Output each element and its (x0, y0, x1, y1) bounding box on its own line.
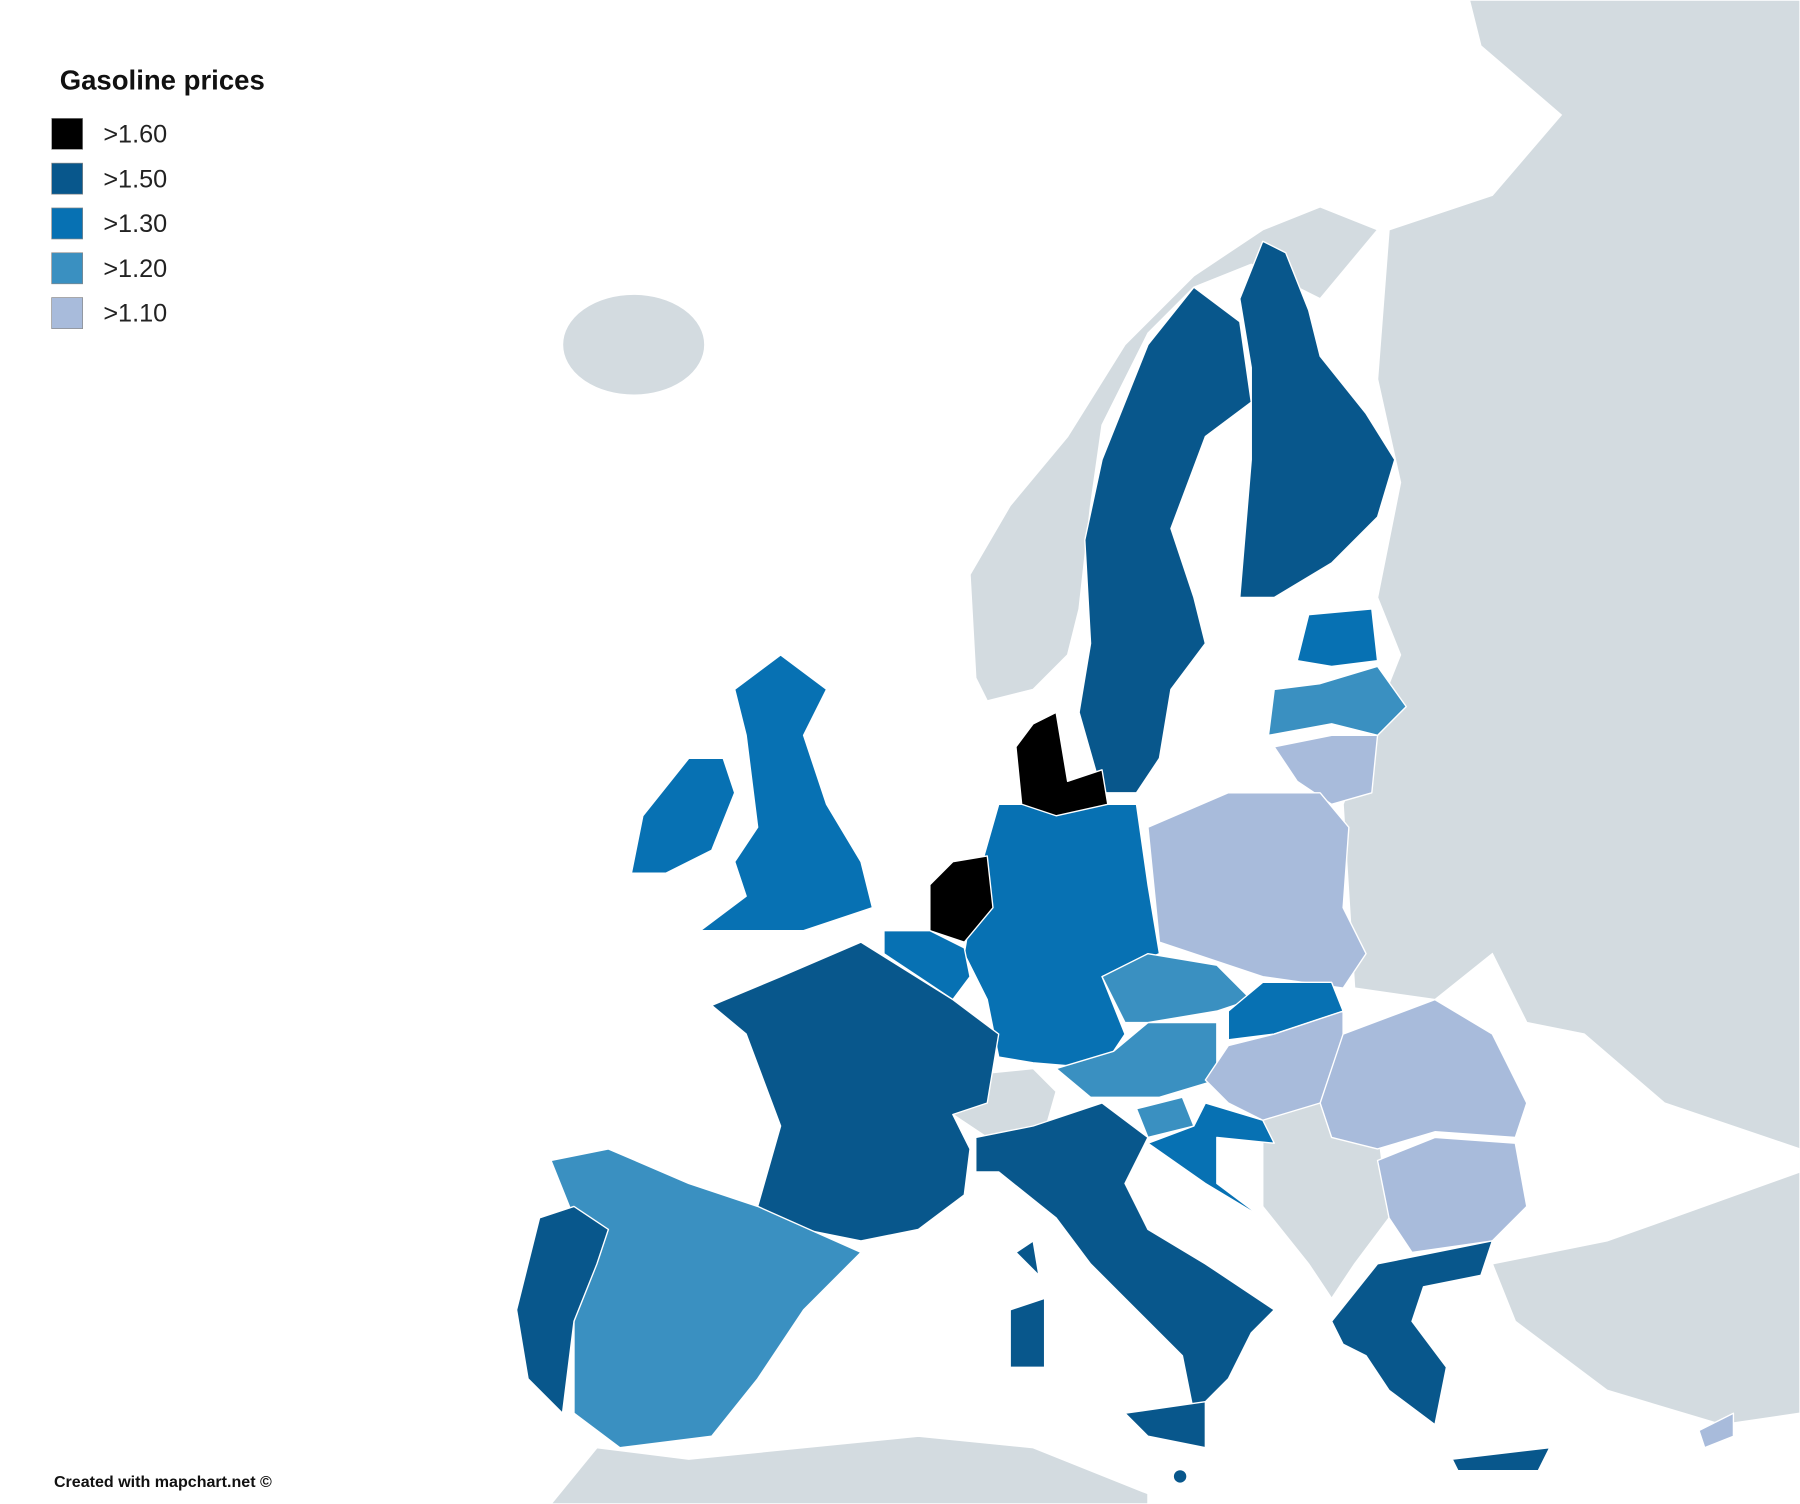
italy (975, 1102, 1275, 1414)
credit: Created with mapchart.net © (54, 1473, 272, 1491)
bulgaria (1376, 1136, 1528, 1254)
legend-label: >1.50 (103, 165, 167, 193)
austria (1055, 1021, 1218, 1098)
sardinia (1009, 1297, 1046, 1368)
legend-label: >1.60 (103, 120, 167, 148)
estonia (1296, 608, 1379, 668)
denmark (1015, 711, 1109, 817)
cyprus (1698, 1412, 1735, 1449)
malta (1172, 1468, 1188, 1485)
turkey (1491, 1171, 1800, 1426)
lithuania (1273, 734, 1379, 805)
legend-label: >1.30 (103, 210, 167, 238)
greece (1330, 1240, 1494, 1426)
croatia (1147, 1102, 1275, 1219)
poland (1147, 792, 1367, 989)
legend-swatch (51, 162, 83, 195)
legend-swatch (51, 117, 83, 150)
finland (1239, 240, 1396, 599)
sicily (1124, 1401, 1207, 1449)
legend-swatch (51, 207, 83, 240)
czechia (1101, 952, 1252, 1024)
belgium (883, 929, 971, 1001)
france (711, 941, 1000, 1242)
non-eu-land (550, 0, 1800, 1504)
united-kingdom (699, 654, 874, 932)
eastern-europe (1342, 0, 1800, 1150)
romania (1319, 998, 1528, 1150)
ireland (630, 757, 736, 874)
sweden (1078, 286, 1252, 794)
iceland (561, 293, 706, 396)
latvia (1267, 665, 1407, 737)
corsica (1015, 1240, 1040, 1277)
north-africa (550, 1435, 1149, 1504)
eu-countries (515, 240, 1735, 1485)
portugal (515, 1205, 610, 1414)
legend-label: >1.20 (103, 255, 167, 283)
legend-label: >1.10 (103, 300, 167, 328)
legend-title: Gasoline prices (60, 65, 265, 96)
crete (1451, 1447, 1551, 1472)
legend: >1.60 >1.50 >1.30 >1.20 >1.10 (51, 117, 167, 329)
legend-swatch (51, 297, 83, 329)
legend-swatch (51, 252, 83, 285)
